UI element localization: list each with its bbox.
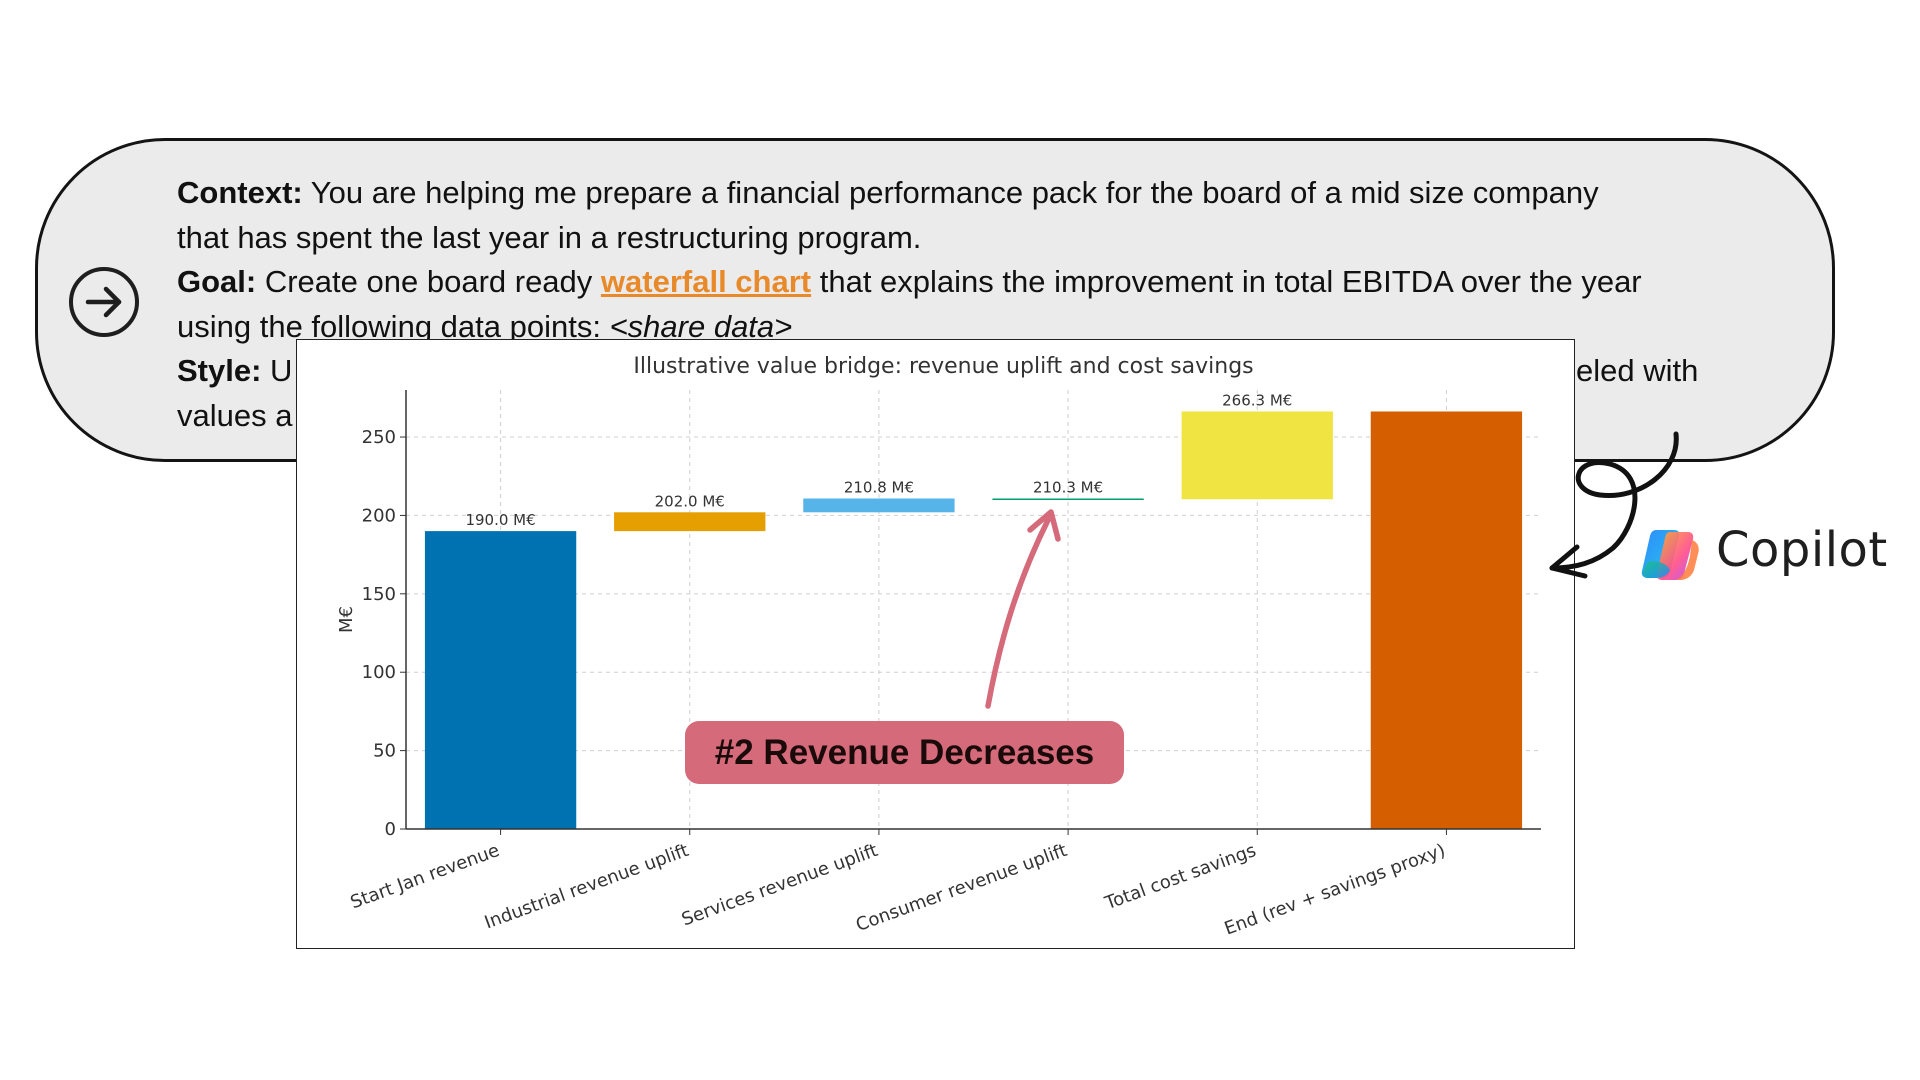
bar-4 xyxy=(992,498,1144,500)
style-label: Style: xyxy=(177,353,262,388)
goal-label: Goal: xyxy=(177,264,257,299)
bar-1 xyxy=(424,531,577,829)
goal-line-2: using the following data points: <share … xyxy=(177,308,793,344)
bar-3 xyxy=(803,498,955,513)
submit-arrow-icon[interactable] xyxy=(68,266,140,338)
values-line: values a xyxy=(177,397,293,433)
y-tick-label: 100 xyxy=(362,662,396,683)
x-tick-label: Start Jan revenue xyxy=(348,840,503,913)
bar-6 xyxy=(1370,411,1523,829)
prompt-text: Context: You are helping me prepare a fi… xyxy=(177,171,1807,438)
share-data-placeholder: <share data> xyxy=(609,308,793,344)
chart-title: Illustrative value bridge: revenue uplif… xyxy=(633,354,1253,379)
context-line-2: that has spent the last year in a restru… xyxy=(177,219,922,255)
waterfall-chart-link[interactable]: waterfall chart xyxy=(600,264,812,299)
bar-5 xyxy=(1181,411,1333,500)
goal-line-1: Goal: Create one board ready waterfall c… xyxy=(177,264,1642,299)
y-tick-label: 250 xyxy=(362,427,396,448)
x-tick-label: Services revenue uplift xyxy=(679,840,881,931)
copilot-wordmark: Copilot xyxy=(1716,522,1888,578)
x-tick-label: Consumer revenue uplift xyxy=(853,840,1070,936)
y-tick-label: 50 xyxy=(373,741,396,762)
style-line-end: eled with xyxy=(1576,353,1699,388)
bar-value-label: 210.8 M€ xyxy=(844,478,914,496)
bar-value-label: 202.0 M€ xyxy=(655,492,725,510)
y-tick-label: 0 xyxy=(385,819,396,840)
y-axis-label: M€ xyxy=(336,606,357,633)
bar-2 xyxy=(614,512,766,532)
chart-canvas: Illustrative value bridge: revenue uplif… xyxy=(336,354,1541,940)
waterfall-chart: Illustrative value bridge: revenue uplif… xyxy=(296,339,1575,949)
x-tick-label: Total cost savings xyxy=(1101,840,1259,914)
bar-value-label: 190.0 M€ xyxy=(465,511,535,529)
copilot-logo-icon xyxy=(1641,530,1699,580)
y-tick-label: 200 xyxy=(362,505,396,526)
y-tick-label: 150 xyxy=(362,584,396,605)
context-label: Context: xyxy=(177,175,303,210)
callout-badge: #2 Revenue Decreases xyxy=(685,721,1124,784)
bar-value-label: 266.3 M€ xyxy=(1222,391,1292,409)
bar-value-label: 210.3 M€ xyxy=(1033,478,1103,496)
x-tick-label: Industrial revenue uplift xyxy=(482,840,692,933)
context-line-1: Context: You are helping me prepare a fi… xyxy=(177,175,1599,210)
